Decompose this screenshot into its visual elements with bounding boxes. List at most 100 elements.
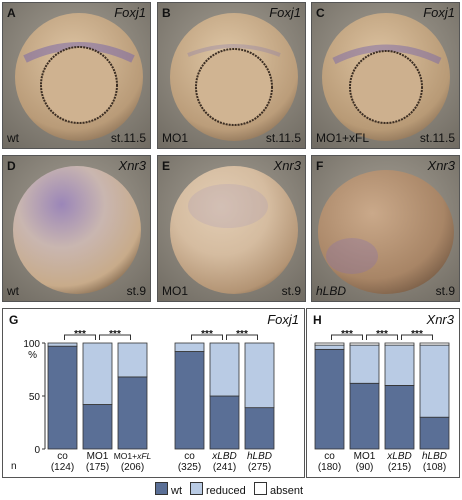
bar-segment-absent [419, 342, 450, 346]
chart-gene-label: Xnr3 [426, 312, 455, 327]
bar-segment-reduced [314, 344, 345, 350]
chart-panel-label: G [9, 313, 18, 327]
legend-swatch-reduced [190, 482, 203, 495]
bar-segment-reduced [209, 342, 240, 397]
bar-segment-reduced [244, 342, 275, 409]
n-count-label: (90) [356, 462, 374, 473]
bar-segment-reduced [82, 342, 113, 405]
stage-label: st.9 [126, 284, 146, 298]
significance-label: *** [109, 329, 121, 340]
significance-label: *** [411, 329, 423, 340]
category-label: hLBD [247, 451, 272, 462]
y-unit-label: % [28, 350, 37, 361]
panel-label: C [316, 6, 325, 20]
condition-label: MO1 [162, 284, 189, 298]
stage-label: st.9 [435, 284, 455, 298]
category-label: co [184, 451, 195, 462]
gene-label: Foxj1 [423, 5, 455, 20]
bar-segment-absent [314, 342, 345, 346]
n-count-label: (124) [51, 462, 74, 473]
legend-label-absent: absent [270, 485, 304, 497]
bar-segment-wt [384, 385, 415, 450]
legend: wt reduced absent [0, 480, 462, 498]
bar-segment-reduced [47, 342, 78, 347]
bar-segment-reduced [384, 344, 415, 386]
bar-segment-reduced [349, 344, 380, 384]
category-label: co [324, 451, 335, 462]
stage-label: st.9 [281, 284, 301, 298]
legend-swatch-absent [254, 482, 267, 495]
gene-label: Foxj1 [114, 5, 146, 20]
significance-bracket [191, 334, 223, 340]
significance-bracket [331, 334, 363, 340]
y-tick-label: 50 [29, 392, 41, 403]
condition-label: MO1 [162, 131, 189, 145]
bar-segment-wt [117, 376, 148, 450]
significance-label: *** [341, 329, 353, 340]
legend-label-reduced: reduced [206, 485, 246, 497]
gene-label: Xnr3 [118, 158, 146, 173]
chart-h: H Xnr3 co (180) MO1 (90) xLBD (215) hLBD (108) ***… [306, 308, 460, 478]
legend-swatch-wt [155, 482, 168, 495]
embryo-image-f [312, 156, 459, 301]
n-count-label: (215) [388, 462, 411, 473]
category-label: co [57, 451, 68, 462]
gene-label: Xnr3 [427, 158, 455, 173]
significance-label: *** [74, 329, 86, 340]
panel-label: A [7, 6, 16, 20]
panel-d: D Xnr3 wt st.9 [2, 155, 151, 302]
significance-label: *** [236, 329, 248, 340]
stage-label: st.11.5 [265, 131, 301, 145]
n-count-label: (325) [178, 462, 201, 473]
panel-a: A Foxj1 wt st.11.5 [2, 2, 151, 149]
condition-label: wt [7, 284, 19, 298]
bar-segment-wt [244, 407, 275, 450]
category-label: MO1 [354, 451, 376, 462]
category-label: xLBD [386, 451, 411, 462]
chart-g: G Foxj1 0 50 100% n co (124) MO1 (175) MO1+xFL (206… [2, 308, 305, 478]
n-count-label: (180) [318, 462, 341, 473]
bar-segment-wt [47, 345, 78, 450]
significance-label: *** [201, 329, 213, 340]
embryo-image-c [312, 3, 459, 148]
bar-segment-wt [82, 404, 113, 450]
bar-segment-wt [209, 395, 240, 450]
panel-label: D [7, 159, 16, 173]
n-count-label: (108) [423, 462, 446, 473]
condition-label: hLBD [316, 284, 347, 298]
significance-label: *** [376, 329, 388, 340]
chart-gene-label: Foxj1 [267, 312, 299, 327]
condition-label: wt [7, 131, 19, 145]
panel-label: E [162, 159, 171, 173]
stage-label: st.11.5 [110, 131, 146, 145]
embryo-image-e [158, 156, 305, 301]
bar-segment-wt [174, 351, 205, 450]
embryo-image-a [3, 3, 150, 148]
legend-item-reduced: reduced [190, 482, 246, 497]
bar-segment-absent [384, 342, 415, 346]
bar-segment-reduced [419, 344, 450, 418]
embryo-image-d [3, 156, 150, 301]
category-label: MO1 [87, 451, 109, 462]
category-label: xLBD [211, 451, 236, 462]
legend-item-absent: absent [254, 482, 303, 497]
gene-label: Xnr3 [273, 158, 301, 173]
significance-bracket [401, 334, 433, 340]
panel-f: F Xnr3 hLBD st.9 [311, 155, 460, 302]
panel-label: F [316, 159, 324, 173]
chart-h-svg: H Xnr3 co(180) MO1(90) xLBD(215) hLBD(108) ***… [313, 312, 455, 473]
embryo-image-b [158, 3, 305, 148]
y-tick-label: 100 [23, 339, 40, 350]
legend-item-wt: wt [155, 482, 182, 497]
bar-segment-wt [314, 348, 345, 450]
bar-segment-reduced [174, 342, 205, 352]
chart-panel-label: H [313, 313, 322, 327]
bar-segment-wt [419, 416, 450, 450]
significance-bracket [366, 334, 398, 340]
stage-label: st.11.5 [419, 131, 455, 145]
y-tick-label: 0 [34, 445, 40, 456]
category-label: MO1+xFL [114, 451, 152, 461]
condition-label: MO1+xFL [316, 131, 370, 145]
significance-bracket [64, 334, 96, 340]
n-count-label: (206) [121, 462, 144, 473]
